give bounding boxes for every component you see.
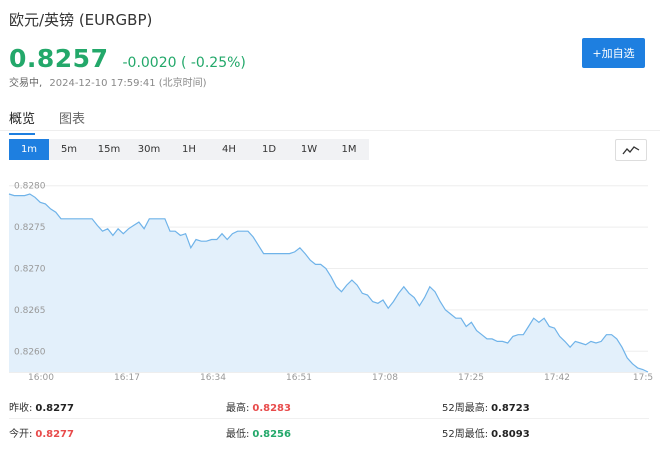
period-1d[interactable]: 1D [261,144,277,155]
stat-label: 最低: [226,429,250,440]
chart-line [8,193,649,373]
stat-value: 0.8277 [35,429,74,440]
chart-type-toggle[interactable] [615,139,647,161]
tabs-divider [0,130,660,131]
x-tick-label: 16:51 [286,373,312,383]
current-price: 0.8257 [9,44,109,73]
y-tick-label: 0.8280 [14,182,46,192]
period-15m[interactable]: 15m [97,144,121,155]
tab-overview[interactable]: 概览 [9,108,36,135]
trading-state: 交易中, [9,78,43,89]
line-chart-icon [622,146,640,155]
page-title: 欧元/英镑 (EURGBP) [9,11,153,29]
stat-value: 0.8283 [252,403,291,414]
stat-label: 52周最低: [442,429,489,440]
stat-label: 最高: [226,403,250,414]
x-tick-label: 17:08 [372,373,398,383]
y-tick-label: 0.8265 [14,306,46,316]
stat-52w-high: 52周最高: 0.8723 [442,399,530,414]
price-chart: 0.8280 0.8275 0.8270 0.8265 0.8260 16:00 16:1… [8,182,653,383]
tab-chart[interactable]: 图表 [59,112,86,127]
stat-prev-close: 昨收: 0.8277 [9,399,74,414]
stat-value: 0.8093 [491,429,530,440]
period-30m[interactable]: 30m [137,144,161,155]
add-to-watchlist-button[interactable]: +加自选 [582,38,645,68]
period-1m[interactable]: 1m [9,139,49,160]
stats-panel: 昨收: 0.8277 最高: 0.8283 52周最高: 0.8723 今开: 0.82… [0,392,660,450]
stat-label: 昨收: [9,403,33,414]
y-tick-label: 0.8275 [14,223,46,233]
stat-value: 0.8277 [35,403,74,414]
x-tick-label: 16:17 [114,373,140,383]
period-selector: 1m 5m 15m 30m 1H 4H 1D 1W 1M [9,139,369,160]
period-1w[interactable]: 1W [300,144,318,155]
period-5m[interactable]: 5m [60,144,78,155]
stat-label: 52周最高: [442,403,489,414]
chart-area [9,194,648,372]
trading-status: 交易中, 2024-12-10 17:59:41 (北京时间) [9,74,207,89]
stats-divider [9,418,649,419]
main-tabs: 概览 图表 [9,108,109,135]
period-1h[interactable]: 1H [182,144,196,155]
x-tick-label: 17:25 [458,373,484,383]
x-tick-label: 17:42 [544,373,570,383]
stat-low: 最低: 0.8256 [226,425,291,440]
stat-open: 今开: 0.8277 [9,425,74,440]
x-tick-label: 16:34 [200,373,226,383]
stat-label: 今开: [9,429,33,440]
period-4h[interactable]: 4H [222,144,236,155]
x-tick-label: 17:5 [633,373,653,383]
y-tick-label: 0.8260 [14,347,46,357]
price-change: -0.0020 ( -0.25%) [122,55,246,71]
stat-value: 0.8723 [491,403,530,414]
trading-datetime: 2024-12-10 17:59:41 (北京时间) [49,78,207,89]
stat-52w-low: 52周最低: 0.8093 [442,425,530,440]
period-1mo[interactable]: 1M [341,144,357,155]
stat-high: 最高: 0.8283 [226,399,291,414]
y-tick-label: 0.8270 [14,265,46,275]
x-tick-label: 16:00 [28,373,54,383]
stat-value: 0.8256 [252,429,291,440]
price-row: 0.8257 -0.0020 ( -0.25%) [9,44,246,73]
